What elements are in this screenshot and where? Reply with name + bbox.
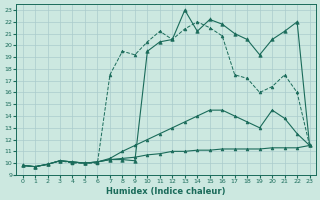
X-axis label: Humidex (Indice chaleur): Humidex (Indice chaleur) — [106, 187, 226, 196]
